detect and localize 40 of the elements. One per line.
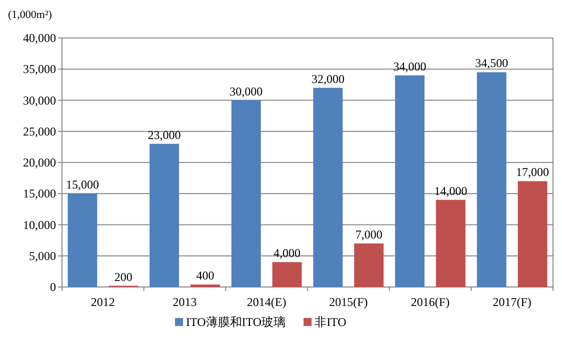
- data-label: 14,000: [434, 184, 468, 198]
- bar: [231, 100, 261, 287]
- x-tick-label: 2014(E): [246, 295, 286, 309]
- x-tick-label: 2015(F): [329, 295, 368, 309]
- data-label: 400: [196, 268, 214, 283]
- y-tick-label: 25,000: [23, 124, 56, 138]
- bar: [68, 194, 98, 287]
- bar: [354, 243, 384, 287]
- bar: [150, 144, 180, 287]
- y-tick-label: 20,000: [23, 156, 56, 170]
- data-label: 32,000: [311, 72, 344, 86]
- x-tick-label: 2013: [172, 295, 197, 309]
- data-label: 30,000: [230, 84, 263, 98]
- data-label: 34,000: [393, 59, 426, 74]
- bar: [313, 88, 343, 287]
- legend-label: 非ITO: [314, 315, 347, 329]
- x-tick-label: 2017(F): [492, 295, 532, 309]
- y-tick-label: 30,000: [23, 93, 56, 108]
- data-label: 15,000: [66, 178, 99, 192]
- bar: [476, 72, 506, 287]
- bar: [272, 262, 302, 287]
- data-label: 34,500: [475, 56, 508, 70]
- bar: [518, 181, 548, 287]
- y-tick-label: 10,000: [23, 218, 56, 232]
- y-tick-label: 35,000: [23, 62, 56, 76]
- bar: [436, 200, 466, 287]
- x-tick-label: 2016(F): [410, 295, 450, 309]
- y-tick-label: 0: [50, 280, 56, 294]
- y-tick-label: 15,000: [23, 186, 56, 201]
- data-label: 17,000: [516, 165, 550, 180]
- data-label: 7,000: [355, 227, 382, 242]
- bar: [395, 75, 425, 287]
- legend-label: ITO薄膜和ITO玻璃: [186, 315, 286, 329]
- y-tick-label: 40,000: [23, 31, 56, 45]
- x-tick-label: 2012: [90, 295, 115, 309]
- data-label: 23,000: [148, 128, 181, 142]
- y-axis-title: (1,000m²): [8, 9, 52, 21]
- data-label: 4,000: [274, 246, 301, 260]
- y-tick-label: 5,000: [29, 248, 56, 263]
- data-label: 200: [114, 270, 132, 284]
